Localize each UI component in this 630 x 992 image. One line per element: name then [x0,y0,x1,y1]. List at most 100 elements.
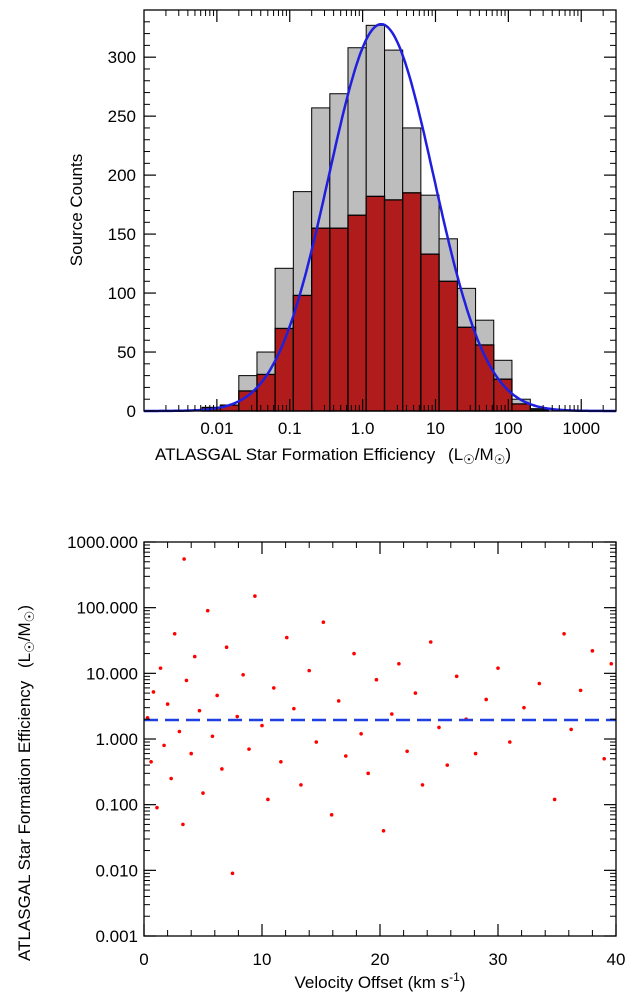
histogram-x-tick-label: 1.0 [351,419,375,438]
scatter-point [241,672,245,677]
histogram-x-unit-sun-sub-2: ☉ [494,452,506,467]
histogram-x-unit-mid: /M [475,445,494,464]
scatter-y-tick-label: 0.010 [95,861,138,880]
scatter-point [165,702,170,706]
scatter-point [359,732,363,736]
scatter-point [292,706,296,711]
histogram-bar-subset [420,253,440,412]
scatter-point [260,723,264,728]
scatter-point [374,677,379,682]
scatter-x-tick-label: 20 [371,950,390,969]
histogram-bar-subset [347,214,367,412]
scatter-point [220,767,224,771]
histogram-x-tick-label: 100 [494,419,522,438]
histogram-y-tick-labels: 0 50 100 150 200 250 300 [108,48,136,421]
histogram-y-tick-label: 50 [117,343,136,362]
scatter-x-tick-label: 40 [607,950,626,969]
histogram-y-axis-title: Source Counts [67,154,86,266]
scatter-point [562,631,566,636]
histogram-x-tick-label: 10 [426,419,445,438]
scatter-point [473,751,478,756]
histogram-bar-subset [292,294,313,412]
scatter-point [307,668,312,673]
scatter-x-tick-label: 30 [489,950,508,969]
gaussian-fit-curve [144,22,616,413]
histogram-x-tick-labels: 0.01 0.1 1.0 10 100 1000 [200,419,600,438]
histogram-ticks [144,10,617,412]
scatter-point [247,747,251,751]
scatter-point [437,725,441,730]
scatter-point [272,686,276,690]
scatter-y-axis-title-text: ATLASGAL Star Formation Efficiency [15,680,34,961]
scatter-x-tick-label: 0 [139,950,148,969]
scatter-point [169,776,173,781]
scatter-point [205,608,210,613]
scatter-point [428,640,433,644]
scatter-point [321,620,326,625]
scatter-point [189,751,193,756]
scatter-y-tick-label: 0.100 [95,796,138,815]
scatter-point [336,699,341,703]
scatter-chart: 0 10 20 30 40 0.001 0.010 0.100 1.000 10.000 100.… [15,533,625,992]
histogram-y-tick-label: 250 [108,107,136,126]
histogram-bar-subset [402,192,422,412]
scatter-y-unit-sun-sub: ☉ [22,641,37,653]
histogram-bars-subset [201,192,550,412]
histogram-bar-subset [456,326,477,412]
scatter-x-axis-title: Velocity Offset (km s-1) [295,970,466,992]
scatter-point [390,712,394,716]
histogram-chart: 0.01 0.1 1.0 10 100 1000 0 50 100 150 200 250 300 S… [67,9,617,467]
scatter-point [197,708,202,713]
scatter-point [569,727,573,732]
scatter-x-axis-exponent: -1 [449,970,460,984]
histogram-x-tick-label: 1000 [562,419,600,438]
histogram-y-tick-label: 300 [108,48,136,67]
scatter-point [397,661,401,666]
scatter-y-unit-mid: /M [15,622,34,641]
histogram-y-tick-label: 0 [127,402,136,421]
scatter-point [537,681,542,686]
scatter-point [602,756,606,761]
scatter-point [299,783,303,787]
scatter-y-tick-label: 0.001 [95,927,138,946]
scatter-point [162,743,166,748]
scatter-point [508,740,512,744]
scatter-point [496,666,500,670]
scatter-x-tick-label: 10 [253,950,272,969]
scatter-y-axis-title: ATLASGAL Star Formation Efficiency (L☉/M… [15,605,37,961]
histogram-y-tick-label: 150 [108,225,136,244]
scatter-x-axis-title-text: Velocity Offset (km s [295,973,450,992]
histogram-bar-subset [438,280,459,412]
scatter-point [224,645,229,650]
scatter-point [552,797,557,802]
scatter-y-unit-sun-sub-2: ☉ [22,611,37,623]
histogram-y-tick-label: 100 [108,284,136,303]
scatter-point [314,740,319,744]
scatter-point [182,557,186,561]
scatter-points [145,557,614,876]
scatter-y-unit-close: ) [15,605,34,611]
scatter-point [343,754,348,758]
scatter-y-tick-label: 1000.000 [67,533,138,552]
scatter-point [445,763,450,767]
scatter-point [253,594,257,598]
scatter-point [352,651,356,656]
scatter-point [149,759,153,764]
histogram-bar-subset [511,403,531,412]
scatter-point [266,797,270,802]
scatter-point [215,693,219,698]
histogram-bar-subset [329,227,349,412]
scatter-point [181,822,185,827]
histogram-y-tick-label: 200 [108,166,136,185]
scatter-point [284,635,289,640]
scatter-y-unit-open: (L [15,653,34,668]
scatter-point [210,734,215,739]
histogram-x-unit-open: (L [448,445,463,464]
histogram-bar-subset [383,199,404,412]
scatter-point [578,688,583,693]
scatter-point [329,813,334,817]
scatter-point [405,749,409,754]
scatter-x-axis-close: ) [460,973,466,992]
scatter-point [381,828,386,833]
